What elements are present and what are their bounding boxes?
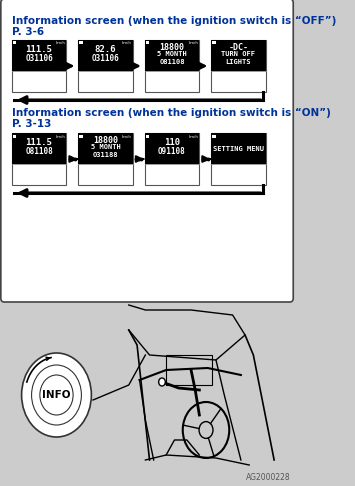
Bar	[146, 41, 149, 45]
Text: km/h: km/h	[188, 135, 198, 139]
Text: 111.5: 111.5	[26, 45, 53, 54]
Circle shape	[40, 375, 73, 415]
Text: km/h: km/h	[55, 41, 65, 46]
Bar	[146, 135, 149, 138]
Bar	[12, 40, 66, 71]
Text: O31106: O31106	[25, 54, 53, 63]
Text: O81108: O81108	[159, 59, 185, 65]
Text: -DC-: -DC-	[228, 43, 248, 52]
Circle shape	[22, 353, 91, 437]
Text: km/h: km/h	[55, 135, 65, 139]
Text: km/h: km/h	[122, 41, 132, 46]
Text: O81108: O81108	[25, 147, 53, 156]
Text: O91108: O91108	[158, 147, 186, 156]
Text: Information screen (when the ignition switch is “OFF”): Information screen (when the ignition sw…	[12, 16, 336, 26]
Bar	[13, 135, 16, 138]
Bar	[79, 41, 83, 45]
Text: LIGHTS: LIGHTS	[226, 59, 251, 65]
Bar	[78, 133, 133, 185]
Bar	[212, 135, 215, 138]
Text: 5 MONTH: 5 MONTH	[157, 51, 187, 57]
Text: km/h: km/h	[188, 41, 198, 46]
Bar	[211, 40, 266, 92]
Text: 18800: 18800	[93, 136, 118, 145]
Text: P. 3-13: P. 3-13	[12, 119, 51, 129]
Bar	[78, 133, 133, 164]
Text: 110: 110	[164, 138, 180, 147]
Text: AG2000228: AG2000228	[246, 473, 291, 482]
Text: 18800: 18800	[159, 43, 185, 52]
Circle shape	[159, 378, 165, 386]
Text: O31106: O31106	[92, 54, 119, 63]
Bar	[166, 355, 212, 385]
Text: O31188: O31188	[93, 152, 118, 158]
Text: 5 MONTH: 5 MONTH	[91, 144, 120, 150]
Bar	[144, 40, 200, 92]
Text: 111.5: 111.5	[26, 138, 53, 147]
Bar	[144, 133, 200, 185]
Circle shape	[32, 365, 81, 425]
Bar	[211, 40, 266, 71]
Bar	[144, 133, 200, 164]
Bar	[79, 135, 83, 138]
Bar	[211, 133, 266, 185]
Bar	[78, 40, 133, 92]
Text: SETTING MENU: SETTING MENU	[213, 146, 264, 152]
Bar	[12, 133, 66, 185]
FancyBboxPatch shape	[1, 0, 293, 302]
Bar	[212, 41, 215, 45]
Bar	[13, 41, 16, 45]
Bar	[78, 40, 133, 71]
Text: 82.6: 82.6	[95, 45, 116, 54]
Text: INFO: INFO	[42, 390, 71, 400]
Text: km/h: km/h	[122, 135, 132, 139]
Bar	[211, 133, 266, 164]
Text: Information screen (when the ignition switch is “ON”): Information screen (when the ignition sw…	[12, 108, 331, 118]
Text: P. 3-6: P. 3-6	[12, 27, 44, 37]
Bar	[12, 133, 66, 164]
Text: TURN OFF: TURN OFF	[222, 51, 255, 57]
Bar	[144, 40, 200, 71]
Bar	[12, 40, 66, 92]
